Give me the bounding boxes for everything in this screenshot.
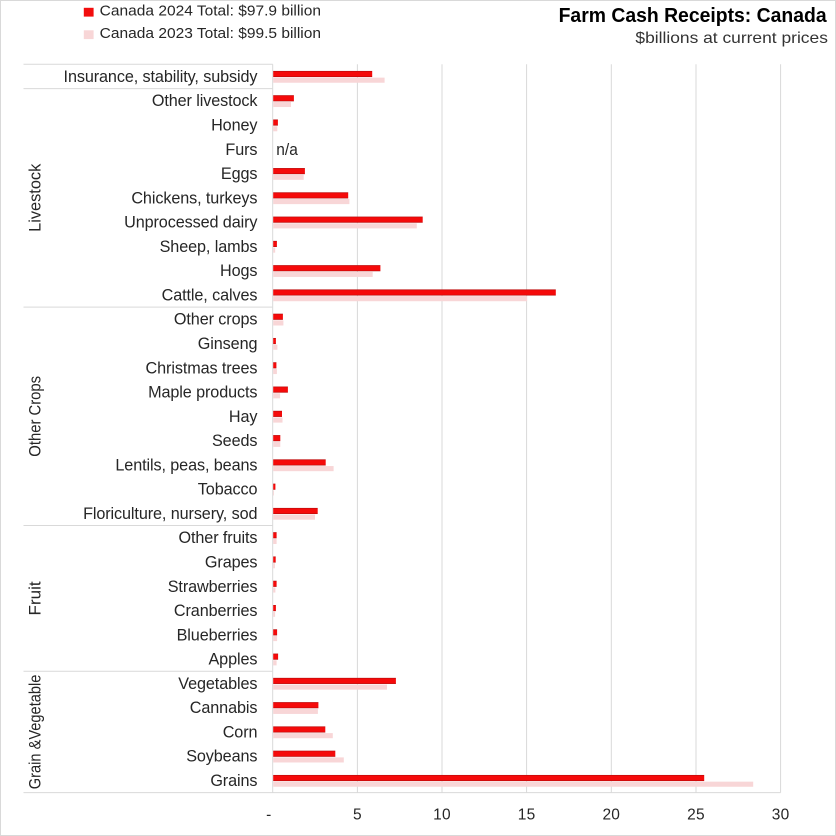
svg-text:Maple products: Maple products: [148, 384, 257, 402]
svg-text:Grain &Vegetable: Grain &Vegetable: [27, 675, 45, 790]
svg-text:Ginseng: Ginseng: [198, 335, 258, 353]
svg-text:Chickens, turkeys: Chickens, turkeys: [131, 189, 257, 207]
svg-text:Lentils, peas, beans: Lentils, peas, beans: [115, 456, 257, 474]
svg-text:Tobacco: Tobacco: [198, 481, 258, 499]
svg-text:Other fruits: Other fruits: [179, 529, 258, 547]
svg-text:5: 5: [353, 807, 362, 824]
svg-text:10: 10: [433, 807, 451, 824]
svg-text:Hogs: Hogs: [220, 262, 257, 280]
svg-text:Corn: Corn: [223, 723, 258, 741]
svg-text:Other livestock: Other livestock: [152, 92, 259, 110]
svg-text:Honey: Honey: [211, 116, 258, 134]
svg-text:Soybeans: Soybeans: [186, 748, 257, 766]
svg-text:$billions at current prices: $billions at current prices: [635, 30, 828, 47]
svg-text:Fruit: Fruit: [27, 581, 45, 616]
svg-text:Sheep, lambs: Sheep, lambs: [160, 238, 258, 256]
svg-text:Vegetables: Vegetables: [178, 675, 257, 693]
svg-text:25: 25: [687, 807, 705, 824]
svg-text:Furs: Furs: [225, 141, 257, 159]
svg-text:Cattle, calves: Cattle, calves: [162, 286, 258, 304]
svg-text:Livestock: Livestock: [27, 163, 45, 232]
svg-text:30: 30: [772, 807, 790, 824]
svg-text:Insurance, stability, subsidy: Insurance, stability, subsidy: [64, 68, 259, 86]
svg-text:Eggs: Eggs: [221, 165, 258, 183]
svg-text:Other crops: Other crops: [174, 311, 257, 329]
svg-text:Cannabis: Cannabis: [190, 699, 258, 717]
svg-text:15: 15: [518, 807, 536, 824]
svg-text:Canada 2023 Total: $99.5 billi: Canada 2023 Total: $99.5 billion: [100, 25, 321, 42]
svg-text:Seeds: Seeds: [212, 432, 257, 450]
svg-text:Christmas trees: Christmas trees: [146, 359, 258, 377]
svg-text:Unprocessed dairy: Unprocessed dairy: [124, 214, 258, 232]
svg-text:n/a: n/a: [276, 141, 298, 159]
svg-text:Canada 2024 Total: $97.9 billi: Canada 2024 Total: $97.9 billion: [100, 3, 321, 20]
svg-text:Apples: Apples: [208, 651, 257, 669]
svg-text:-: -: [266, 807, 271, 824]
svg-text:Hay: Hay: [229, 408, 258, 426]
svg-text:Grains: Grains: [210, 772, 257, 790]
svg-text:Strawberries: Strawberries: [168, 578, 258, 596]
svg-text:Farm Cash Receipts: Canada: Farm Cash Receipts: Canada: [559, 4, 827, 27]
svg-text:Cranberries: Cranberries: [174, 602, 257, 620]
svg-text:Grapes: Grapes: [205, 553, 257, 571]
svg-text:20: 20: [602, 807, 620, 824]
svg-text:Other Crops: Other Crops: [27, 376, 45, 457]
svg-text:Blueberries: Blueberries: [177, 626, 258, 644]
svg-text:Floriculture, nursery, sod: Floriculture, nursery, sod: [83, 505, 257, 523]
